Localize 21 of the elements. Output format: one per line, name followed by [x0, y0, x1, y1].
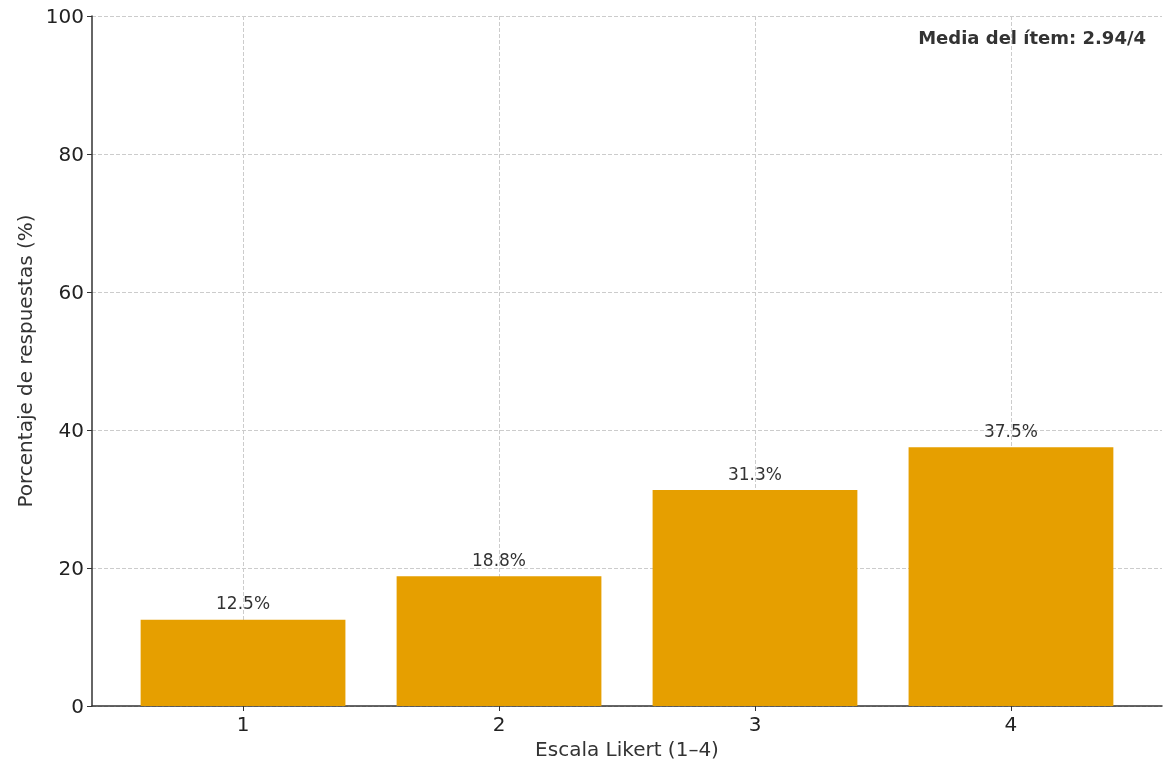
y-tick-label: 80 — [58, 142, 84, 166]
bar — [396, 576, 602, 706]
y-tick-label: 0 — [71, 694, 84, 718]
x-tick-label: 1 — [236, 712, 250, 736]
bar — [908, 447, 1114, 706]
x-tick-label: 4 — [1004, 712, 1018, 736]
y-tick-label: 20 — [58, 556, 84, 580]
bar — [652, 490, 858, 706]
y-tick-label: 40 — [58, 418, 84, 442]
data-label: 12.5% — [216, 593, 271, 614]
annotation: Media del ítem: 2.94/4 — [918, 26, 1147, 48]
x-tick-label: 2 — [492, 712, 506, 736]
data-label: 37.5% — [983, 420, 1038, 441]
data-label: 18.8% — [472, 549, 527, 570]
data-label: 31.3% — [727, 463, 782, 484]
bar — [140, 619, 346, 706]
x-axis-title: Escala Likert (1–4) — [535, 736, 719, 761]
y-tick-label: 100 — [45, 4, 84, 28]
y-axis-title: Porcentaje de respuestas (%) — [12, 214, 37, 508]
x-tick-label: 3 — [748, 712, 762, 736]
y-tick-label: 60 — [58, 280, 84, 304]
